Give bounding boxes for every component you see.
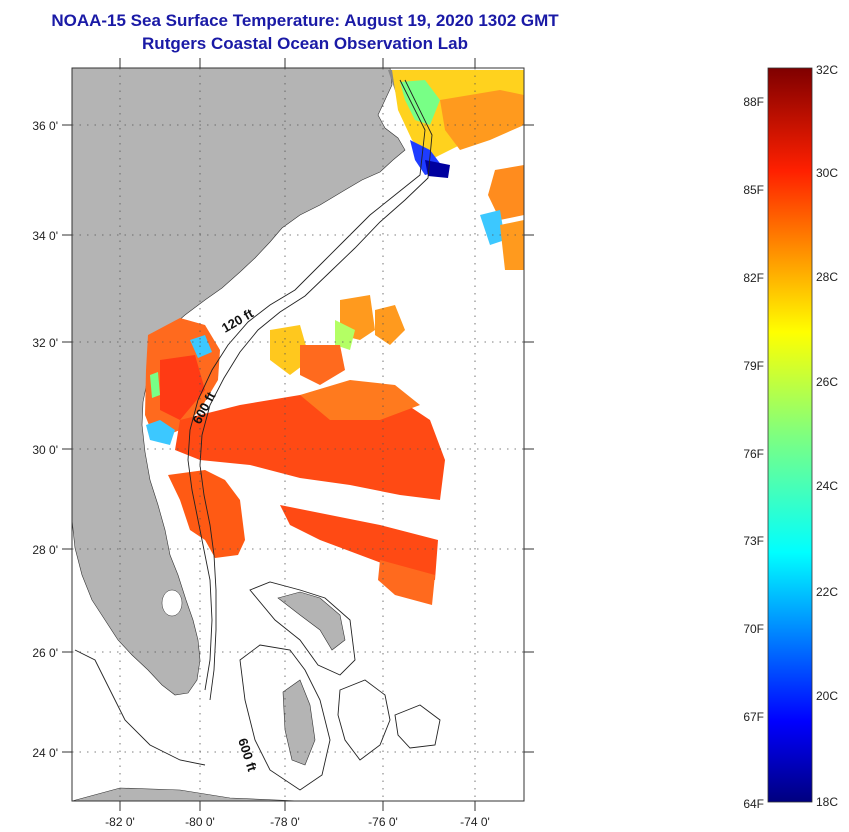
map-border [71, 67, 525, 802]
lat-label: 26 0' [32, 646, 58, 660]
bathymetry-contours [74, 79, 441, 791]
lat-label: 30 0' [32, 443, 58, 457]
lon-label: -82 0' [105, 815, 135, 829]
colorbar-f-label: 88F [743, 95, 764, 109]
lat-label: 32 0' [32, 336, 58, 350]
colorbar-c-label: 30C [816, 166, 838, 180]
colorbar-c-label: 32C [816, 63, 838, 77]
colorbar-f-label: 73F [743, 534, 764, 548]
lon-label: -80 0' [185, 815, 215, 829]
bahamas-island-grand [277, 591, 346, 651]
colorbar-c-label: 20C [816, 689, 838, 703]
colorbar-c-label: 18C [816, 795, 838, 809]
us-landmass [72, 68, 406, 696]
sst-colorbar: 88F 85F 82F 79F 76F 73F 70F 67F 64F 32C … [743, 63, 838, 811]
frame-ticks [62, 58, 534, 811]
lat-label: 28 0' [32, 543, 58, 557]
lat-label: 36 0' [32, 119, 58, 133]
colorbar-f-label: 70F [743, 622, 764, 636]
colorbar-f-label: 67F [743, 710, 764, 724]
lat-label: 34 0' [32, 229, 58, 243]
map-subtitle: Rutgers Coastal Ocean Observation Lab [142, 34, 468, 53]
map-title: NOAA-15 Sea Surface Temperature: August … [51, 11, 559, 30]
lon-label: -74 0' [460, 815, 490, 829]
colorbar-f-label: 82F [743, 271, 764, 285]
colorbar-f-label: 79F [743, 359, 764, 373]
colorbar-f-label: 85F [743, 183, 764, 197]
lat-label: 24 0' [32, 746, 58, 760]
bahamas-island-andros [282, 679, 316, 766]
colorbar-c-label: 24C [816, 479, 838, 493]
sst-data-layer [145, 70, 524, 605]
lon-label: -76 0' [368, 815, 398, 829]
colorbar-scale [767, 67, 813, 803]
cuba-edge [72, 787, 301, 801]
lake-okeechobee [161, 589, 183, 617]
colorbar-c-label: 28C [816, 270, 838, 284]
lon-label: -78 0' [270, 815, 300, 829]
colorbar-c-label: 26C [816, 375, 838, 389]
graticule [72, 68, 524, 801]
colorbar-f-label: 64F [743, 797, 764, 811]
colorbar-c-label: 22C [816, 585, 838, 599]
sst-map: 120 ft 600 ft 600 ft 36 0' 34 0' 32 0' 3… [32, 58, 534, 829]
colorbar-f-label: 76F [743, 447, 764, 461]
